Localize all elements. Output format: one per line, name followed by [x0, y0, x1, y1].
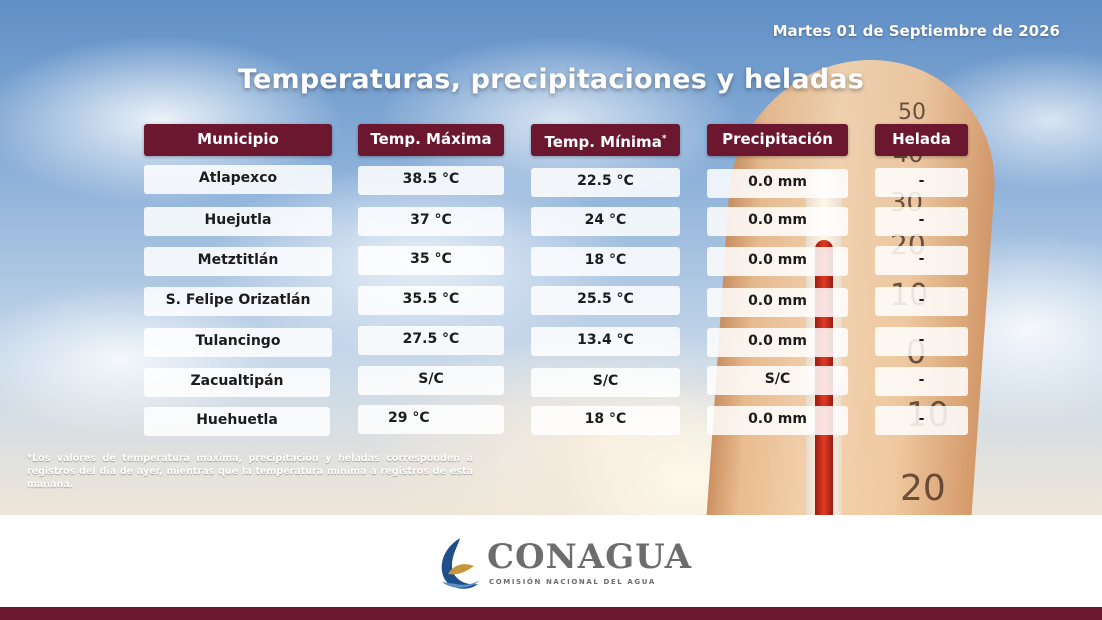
header-temp-maxima: Temp. Máxima — [358, 124, 504, 156]
header-precipitacion: Precipitación — [707, 124, 848, 156]
cell-precipitacion: 0.0 mm — [707, 207, 848, 236]
cell-precipitacion: 0.0 mm — [707, 288, 848, 317]
cell-temp-maxima: 35 °C — [358, 246, 504, 275]
cell-helada: - — [875, 406, 968, 435]
cell-helada: - — [875, 287, 968, 316]
cell-municipio: Metztitlán — [144, 247, 332, 276]
cell-precipitacion: S/C — [707, 366, 848, 395]
page-title: Temperaturas, precipitaciones y heladas — [237, 64, 864, 95]
header-helada-label: Helada — [892, 130, 951, 148]
footer — [0, 515, 1102, 607]
header-precipitacion-label: Precipitación — [722, 130, 833, 148]
cell-municipio: Zacualtipán — [144, 368, 330, 397]
header-municipio-label: Municipio — [197, 130, 279, 148]
cell-helada: - — [875, 207, 968, 236]
thermometer-scale-label: 50 — [898, 100, 926, 125]
cell-helada: - — [875, 246, 968, 275]
cell-helada: - — [875, 367, 968, 396]
cell-temp-maxima: 27.5 °C — [358, 326, 504, 355]
cell-temp-maxima: 35.5 °C — [358, 286, 504, 315]
cell-temp-maxima: 29 °C — [358, 405, 504, 434]
cell-precipitacion: 0.0 mm — [707, 328, 848, 357]
footnote-marker: * — [661, 134, 667, 144]
footnote: *Los valores de temperatura máxima, prec… — [27, 453, 473, 490]
header-municipio: Municipio — [144, 124, 332, 156]
cell-temp-maxima: S/C — [358, 366, 504, 395]
cell-municipio: Atlapexco — [144, 165, 332, 194]
footer-accent-bar — [0, 607, 1102, 620]
header-temp-maxima-label: Temp. Máxima — [370, 130, 492, 148]
cell-municipio: Tulancingo — [144, 328, 332, 357]
cell-temp-minima: 13.4 °C — [531, 327, 680, 356]
cell-temp-minima: S/C — [531, 368, 680, 397]
cell-municipio: Huejutla — [144, 207, 332, 236]
cell-helada: - — [875, 327, 968, 356]
cell-municipio: S. Felipe Orizatlán — [144, 287, 332, 316]
cell-temp-minima: 24 °C — [531, 207, 680, 236]
cell-temp-minima: 22.5 °C — [531, 168, 680, 197]
cell-precipitacion: 0.0 mm — [707, 406, 848, 435]
report-date: Martes 01 de Septiembre de 2026 — [772, 22, 1060, 40]
cell-precipitacion: 0.0 mm — [707, 169, 848, 198]
cell-temp-maxima: 37 °C — [358, 207, 504, 236]
cell-precipitacion: 0.0 mm — [707, 247, 848, 276]
cell-temp-minima: 18 °C — [531, 247, 680, 276]
cell-temp-minima: 25.5 °C — [531, 286, 680, 315]
header-temp-minima-label: Temp. Mínima — [544, 133, 662, 151]
brand-name: CONAGUA — [487, 537, 693, 577]
header-temp-minima: Temp. Mínima* — [531, 124, 680, 156]
cell-temp-minima: 18 °C — [531, 406, 680, 435]
header-helada: Helada — [875, 124, 968, 156]
conagua-logo-icon — [441, 538, 480, 589]
cell-helada: - — [875, 168, 968, 197]
thermometer-scale-label: 20 — [900, 468, 946, 509]
brand-subtitle: COMISIÓN NACIONAL DEL AGUA — [489, 578, 656, 586]
cell-temp-maxima: 38.5 °C — [358, 166, 504, 195]
cell-municipio: Huehuetla — [144, 407, 330, 436]
